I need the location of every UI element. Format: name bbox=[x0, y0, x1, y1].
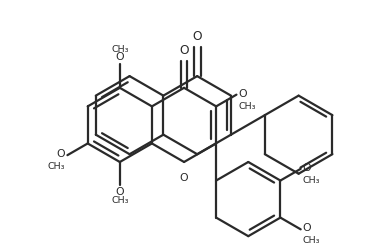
Text: O: O bbox=[192, 30, 202, 43]
Text: O: O bbox=[57, 149, 65, 159]
Text: CH₃: CH₃ bbox=[238, 102, 256, 110]
Text: O: O bbox=[115, 187, 124, 197]
Text: O: O bbox=[303, 223, 311, 233]
Text: O: O bbox=[180, 173, 188, 183]
Text: O: O bbox=[238, 89, 247, 99]
Text: CH₃: CH₃ bbox=[111, 196, 128, 205]
Text: O: O bbox=[115, 52, 124, 62]
Text: CH₃: CH₃ bbox=[48, 162, 65, 171]
Text: CH₃: CH₃ bbox=[303, 176, 320, 185]
Text: CH₃: CH₃ bbox=[303, 236, 320, 245]
Text: O: O bbox=[303, 163, 311, 173]
Text: CH₃: CH₃ bbox=[111, 45, 128, 54]
Text: O: O bbox=[179, 44, 189, 57]
